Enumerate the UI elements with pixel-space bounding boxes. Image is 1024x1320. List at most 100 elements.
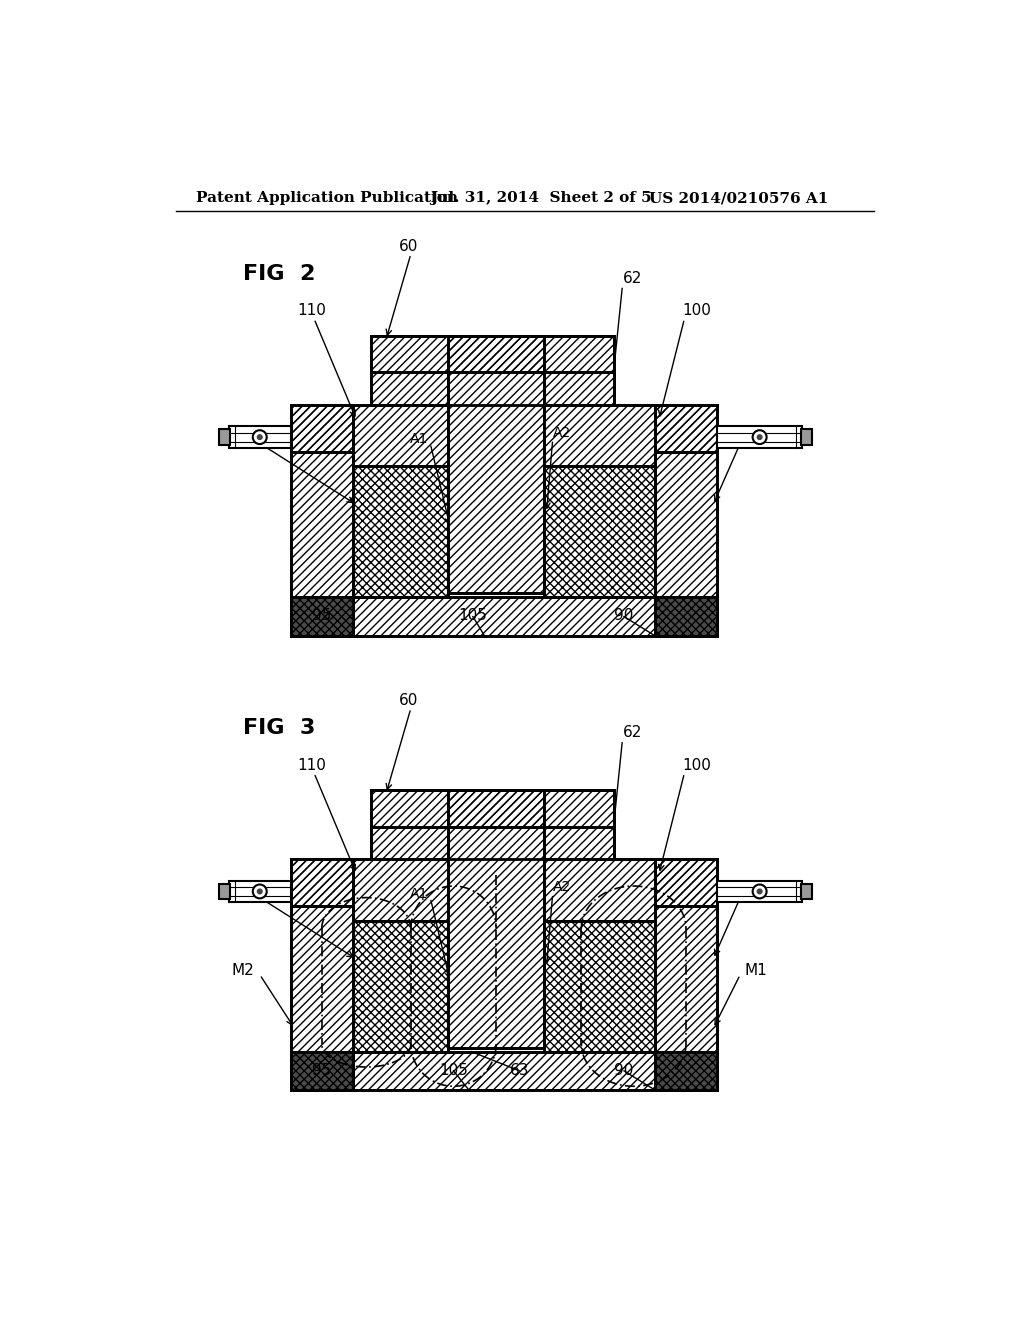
Bar — [371, 789, 614, 826]
Bar — [291, 1052, 717, 1090]
Text: 63: 63 — [451, 488, 470, 504]
Bar — [544, 921, 655, 1052]
Bar — [544, 826, 614, 859]
Text: 63: 63 — [510, 1063, 529, 1077]
Bar — [655, 405, 717, 636]
Bar — [371, 372, 449, 405]
Bar — [371, 335, 614, 372]
Bar — [291, 859, 352, 906]
Text: 95: 95 — [312, 609, 332, 623]
Bar — [352, 859, 449, 921]
Bar — [371, 372, 449, 405]
Bar — [291, 859, 352, 1090]
Bar — [801, 884, 812, 899]
Bar — [371, 789, 614, 826]
Bar — [352, 921, 449, 1052]
Bar — [544, 466, 655, 598]
Text: 115: 115 — [744, 886, 773, 900]
Bar — [544, 921, 655, 1052]
Text: 90: 90 — [614, 609, 634, 623]
Bar — [449, 789, 544, 1048]
Bar — [291, 1052, 352, 1090]
Circle shape — [257, 890, 262, 894]
Bar — [544, 859, 655, 921]
Text: 95: 95 — [312, 1063, 332, 1077]
Bar — [291, 405, 352, 451]
Bar — [655, 859, 717, 906]
Bar — [655, 598, 717, 636]
Bar — [655, 598, 717, 636]
Bar — [371, 372, 449, 405]
Circle shape — [253, 884, 266, 899]
Bar — [544, 372, 614, 405]
Text: 100: 100 — [682, 758, 711, 772]
Bar — [352, 405, 449, 466]
Bar — [228, 426, 291, 447]
Bar — [544, 859, 655, 921]
Bar — [291, 405, 352, 451]
Bar — [352, 405, 449, 466]
Bar — [291, 405, 352, 636]
Text: A1: A1 — [410, 887, 428, 900]
Bar — [291, 405, 717, 636]
Bar — [544, 372, 614, 405]
Bar — [291, 859, 352, 1090]
Bar — [655, 859, 717, 906]
Text: A2: A2 — [553, 880, 571, 895]
Bar — [655, 859, 717, 1090]
Bar — [291, 1052, 717, 1090]
Bar — [352, 921, 449, 1052]
Bar — [291, 859, 717, 1090]
Bar — [352, 859, 449, 921]
Bar — [371, 372, 449, 405]
Bar — [655, 405, 717, 636]
Bar — [371, 789, 614, 826]
Text: 100: 100 — [682, 304, 711, 318]
Text: 120: 120 — [225, 886, 254, 900]
Bar — [291, 859, 352, 1090]
Bar — [291, 859, 352, 906]
Bar — [655, 405, 717, 451]
Bar — [655, 859, 717, 906]
Bar — [544, 921, 655, 1052]
Text: 110: 110 — [297, 304, 326, 318]
Bar — [291, 598, 352, 636]
Bar — [655, 859, 717, 1090]
Bar — [801, 429, 812, 445]
Bar — [655, 405, 717, 451]
Bar — [371, 335, 614, 372]
Text: FIG  3: FIG 3 — [243, 718, 315, 738]
Bar — [291, 859, 352, 906]
Bar — [717, 880, 802, 903]
Bar — [655, 405, 717, 451]
Bar — [544, 466, 655, 598]
Text: 60: 60 — [399, 239, 419, 253]
Circle shape — [257, 434, 262, 440]
Bar — [291, 598, 352, 636]
Bar — [655, 1052, 717, 1090]
Bar — [655, 405, 717, 451]
Bar — [352, 921, 449, 1052]
Bar — [449, 789, 544, 1048]
Text: FIG  2: FIG 2 — [243, 264, 315, 284]
Bar — [655, 859, 717, 906]
Text: 62: 62 — [623, 726, 642, 741]
Circle shape — [253, 430, 266, 444]
Text: 115: 115 — [744, 432, 773, 446]
Bar — [371, 335, 614, 372]
Text: Jul. 31, 2014  Sheet 2 of 5: Jul. 31, 2014 Sheet 2 of 5 — [430, 191, 652, 206]
Text: A1: A1 — [410, 433, 428, 446]
Bar — [291, 405, 352, 636]
Bar — [219, 429, 230, 445]
Circle shape — [753, 884, 767, 899]
Text: US 2014/0210576 A1: US 2014/0210576 A1 — [649, 191, 828, 206]
Bar — [449, 335, 544, 594]
Bar — [291, 598, 717, 636]
Text: M1: M1 — [744, 962, 767, 978]
Bar — [544, 405, 655, 466]
Bar — [352, 859, 449, 921]
Text: 90: 90 — [614, 1063, 634, 1077]
Bar — [544, 826, 614, 859]
Text: M2: M2 — [231, 962, 254, 978]
Circle shape — [758, 890, 762, 894]
